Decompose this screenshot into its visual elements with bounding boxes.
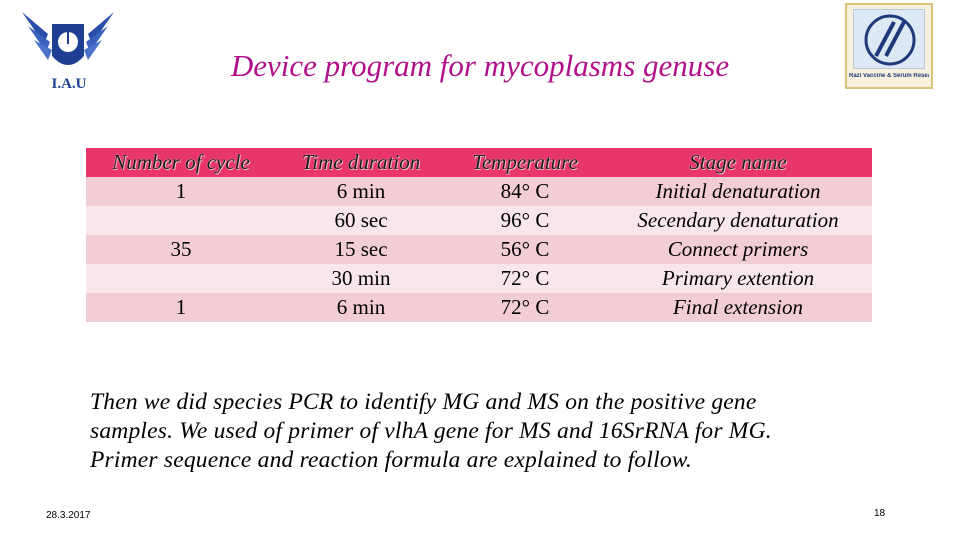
paragraph-line: Then we did species PCR to identify MG a… (90, 389, 757, 415)
header-cell: Time duration (276, 148, 446, 177)
logo-caption: Razi Vaccine & Serum Research Institute (849, 73, 929, 79)
header-cell: Stage name (604, 148, 872, 177)
paragraph-line: Primer sequence and reaction formula are… (90, 447, 692, 473)
column-temperature: Temperature 84° C 96° C 56° C 72° C 72° … (446, 148, 604, 322)
table-cell: Connect primers (604, 235, 872, 264)
table-cell: 1 (86, 293, 276, 322)
table-cell: 6 min (276, 177, 446, 206)
table-cell: 56° C (446, 235, 604, 264)
table-cell: 30 min (276, 264, 446, 293)
header-cell: Temperature (446, 148, 604, 177)
table-cell: Secendary denaturation (604, 206, 872, 235)
table-cell: Initial denaturation (604, 177, 872, 206)
table-cell: 96° C (446, 206, 604, 235)
slide-number: 18 (874, 508, 886, 519)
table-cell: 72° C (446, 264, 604, 293)
description-paragraph: Then we did species PCR to identify MG a… (90, 388, 950, 475)
table-cell: 72° C (446, 293, 604, 322)
column-time-duration: Time duration 6 min 60 sec 15 sec 30 min… (276, 148, 446, 322)
iau-emblem-icon (22, 12, 114, 65)
institute-emblem-icon (864, 14, 916, 66)
iau-logo-text: I.A.U (51, 76, 87, 92)
paragraph-line: samples. We used of primer of vlhA gene … (90, 418, 772, 444)
table-cell: 84° C (446, 177, 604, 206)
column-number-of-cycle: Number of cycle 1 35 1 (86, 148, 276, 322)
table-cell: 1 (86, 177, 276, 206)
column-stage-name: Stage name Initial denaturation Secendar… (604, 148, 872, 322)
table-cell (86, 206, 276, 235)
slide-title: Device program for mycoplasms genuse (230, 48, 730, 83)
table-cell: Primary extention (604, 264, 872, 293)
table-cell: 6 min (276, 293, 446, 322)
table-cell: 35 (86, 235, 276, 264)
slide-date: 28.3.2017 (46, 510, 91, 521)
header-cell: Number of cycle (86, 148, 276, 177)
pcr-program-table: Number of cycle 1 35 1 Time duration 6 m… (86, 148, 872, 322)
logo-emblem (853, 9, 925, 69)
table-cell: 15 sec (276, 235, 446, 264)
razi-institute-logo: Razi Vaccine & Serum Research Institute (845, 3, 933, 89)
table-cell: Final extension (604, 293, 872, 322)
table-cell (86, 264, 276, 293)
iau-logo: I.A.U (18, 4, 118, 96)
table-cell: 60 sec (276, 206, 446, 235)
